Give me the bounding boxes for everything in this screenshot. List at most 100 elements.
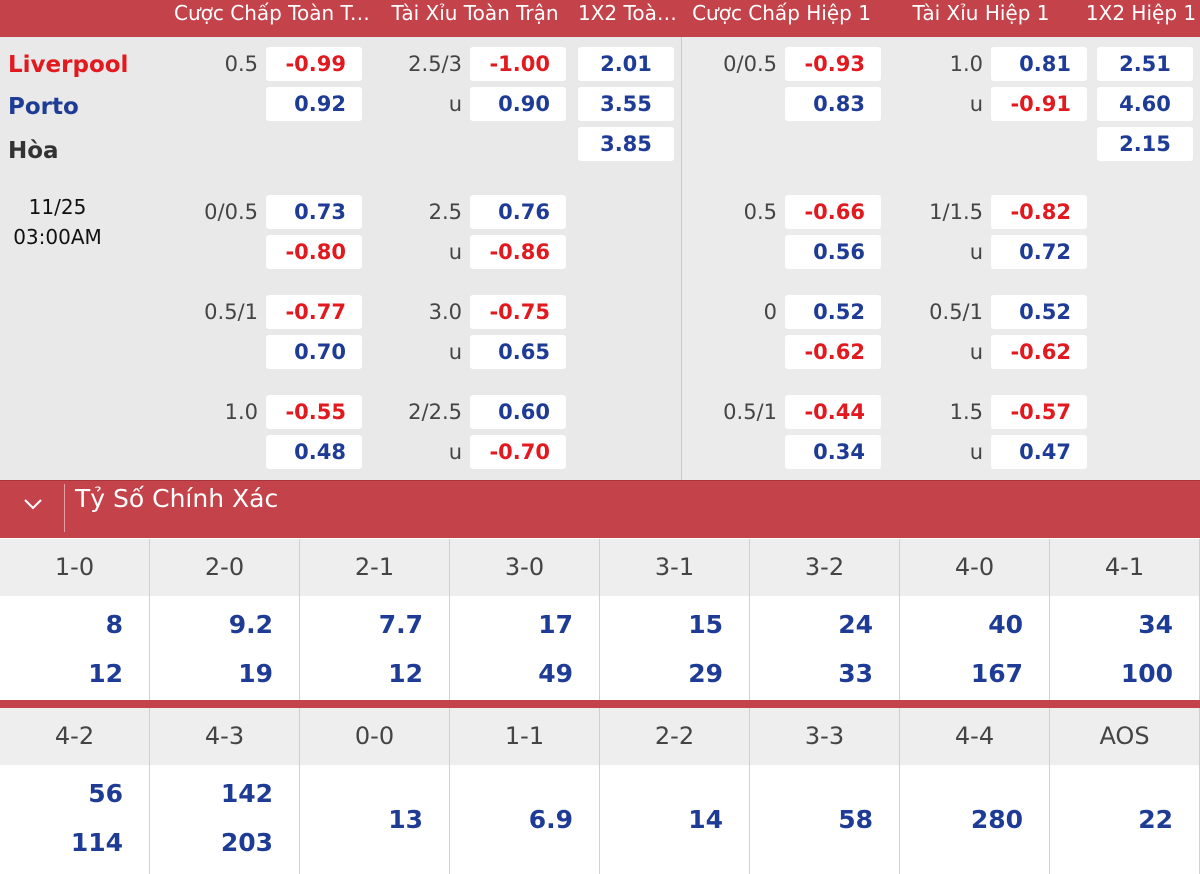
ou_full-under-odds-1[interactable]: -0.86 (470, 235, 566, 269)
score-odds-away[interactable]: 167 (970, 659, 1023, 688)
score-odds-away[interactable]: 49 (538, 659, 573, 688)
score-cell-row1-4[interactable]: 15 29 (600, 596, 750, 700)
ou_half-line-0: 1.0 (949, 52, 983, 76)
score-odds-away[interactable]: 12 (388, 659, 423, 688)
score-cell-row2-4[interactable]: 14 (600, 765, 750, 874)
score-cell-row1-2[interactable]: 7.7 12 (300, 596, 450, 700)
ah_half-away-odds-3[interactable]: 0.34 (785, 435, 881, 469)
score-header-row1-6: 4-0 (900, 539, 1050, 596)
score-odds-home[interactable]: 17 (538, 610, 573, 639)
ah_full-home-odds-2[interactable]: -0.77 (266, 295, 362, 329)
row-separator (0, 700, 1200, 708)
score-cell-row2-6[interactable]: 280 (900, 765, 1050, 874)
score-odds[interactable]: 14 (688, 804, 723, 834)
x12-half-home-odds[interactable]: 2.51 (1097, 47, 1193, 81)
ah_half-home-odds-1[interactable]: -0.66 (785, 195, 881, 229)
score-odds[interactable]: 58 (838, 804, 873, 834)
score-cell-row2-0[interactable]: 56 114 (0, 765, 150, 874)
ou_half-over-odds-0[interactable]: 0.81 (991, 47, 1087, 81)
score-odds-home[interactable]: 24 (838, 610, 873, 639)
ou_half-under-label-0: u (969, 92, 983, 116)
ou_half-line-1: 1/1.5 (929, 200, 983, 224)
score-odds-away[interactable]: 33 (838, 659, 873, 688)
score-cell-row1-5[interactable]: 24 33 (750, 596, 900, 700)
header-1x2-half: 1X2 Hiệp 1 (1085, 1, 1197, 25)
score-cell-row1-6[interactable]: 40 167 (900, 596, 1050, 700)
ou_full-over-odds-3[interactable]: 0.60 (470, 395, 566, 429)
match-date: 11/25 (28, 195, 87, 219)
score-odds-home[interactable]: 7.7 (378, 610, 423, 639)
ou_full-under-label-1: u (448, 240, 462, 264)
ah_full-away-odds-1[interactable]: -0.80 (266, 235, 362, 269)
score-header-row2-1: 4-3 (150, 708, 300, 765)
score-cell-row2-1[interactable]: 142 203 (150, 765, 300, 874)
score-cell-row1-3[interactable]: 17 49 (450, 596, 600, 700)
ah_full-line-1: 0/0.5 (204, 200, 258, 224)
chevron-down-icon[interactable] (18, 494, 48, 514)
ou_full-over-odds-0[interactable]: -1.00 (470, 47, 566, 81)
ou_half-under-odds-2[interactable]: -0.62 (991, 335, 1087, 369)
score-odds[interactable]: 6.9 (528, 804, 573, 834)
score-odds-home[interactable]: 40 (988, 610, 1023, 639)
x12-full-draw-odds[interactable]: 3.85 (578, 127, 674, 161)
score-odds[interactable]: 22 (1138, 804, 1173, 834)
score-header-row2-7: AOS (1050, 708, 1200, 765)
x12-full-away-odds[interactable]: 3.55 (578, 87, 674, 121)
score-odds-home[interactable]: 56 (88, 779, 123, 808)
ah_half-home-odds-3[interactable]: -0.44 (785, 395, 881, 429)
ah_half-away-odds-2[interactable]: -0.62 (785, 335, 881, 369)
ah_full-away-odds-3[interactable]: 0.48 (266, 435, 362, 469)
ah_full-away-odds-2[interactable]: 0.70 (266, 335, 362, 369)
x12-full-home-odds[interactable]: 2.01 (578, 47, 674, 81)
ou_full-over-odds-1[interactable]: 0.76 (470, 195, 566, 229)
score-odds[interactable]: 13 (388, 804, 423, 834)
score-header-row1-5: 3-2 (750, 539, 900, 596)
score-header-row1-3: 3-0 (450, 539, 600, 596)
score-odds-away[interactable]: 203 (220, 828, 273, 857)
x12-half-draw-odds[interactable]: 2.15 (1097, 127, 1193, 161)
score-odds-away[interactable]: 29 (688, 659, 723, 688)
score-odds-away[interactable]: 12 (88, 659, 123, 688)
ou_half-over-odds-2[interactable]: 0.52 (991, 295, 1087, 329)
ah_full-home-odds-3[interactable]: -0.55 (266, 395, 362, 429)
ah_half-home-odds-0[interactable]: -0.93 (785, 47, 881, 81)
score-odds-home[interactable]: 9.2 (228, 610, 273, 639)
score-odds-away[interactable]: 19 (238, 659, 273, 688)
score-odds[interactable]: 280 (970, 804, 1023, 834)
score-header-row1-7: 4-1 (1050, 539, 1200, 596)
score-cell-row2-3[interactable]: 6.9 (450, 765, 600, 874)
ou_half-over-odds-3[interactable]: -0.57 (991, 395, 1087, 429)
score-odds-home[interactable]: 15 (688, 610, 723, 639)
ou_full-under-odds-0[interactable]: 0.90 (470, 87, 566, 121)
ah_half-away-odds-0[interactable]: 0.83 (785, 87, 881, 121)
ah_full-home-odds-0[interactable]: -0.99 (266, 47, 362, 81)
score-cell-row1-7[interactable]: 34 100 (1050, 596, 1200, 700)
score-odds-away[interactable]: 100 (1120, 659, 1173, 688)
draw-label: Hòa (8, 138, 59, 164)
score-cell-row2-7[interactable]: 22 (1050, 765, 1200, 874)
ou_half-over-odds-1[interactable]: -0.82 (991, 195, 1087, 229)
ah_half-away-odds-1[interactable]: 0.56 (785, 235, 881, 269)
score-odds-home[interactable]: 8 (105, 610, 123, 639)
ah_full-home-odds-1[interactable]: 0.73 (266, 195, 362, 229)
ou_full-under-odds-2[interactable]: 0.65 (470, 335, 566, 369)
score-cell-row1-1[interactable]: 9.2 19 (150, 596, 300, 700)
header-ou-half: Tài Xỉu Hiệp 1 (912, 1, 1050, 25)
ou_half-under-odds-1[interactable]: 0.72 (991, 235, 1087, 269)
score-cell-row2-5[interactable]: 58 (750, 765, 900, 874)
score-header-row2-2: 0-0 (300, 708, 450, 765)
score-cell-row1-0[interactable]: 8 12 (0, 596, 150, 700)
x12-half-away-odds[interactable]: 4.60 (1097, 87, 1193, 121)
ou_full-under-odds-3[interactable]: -0.70 (470, 435, 566, 469)
ah_full-away-odds-0[interactable]: 0.92 (266, 87, 362, 121)
ah_half-home-odds-2[interactable]: 0.52 (785, 295, 881, 329)
correct-score-bar[interactable] (0, 480, 1200, 538)
ou_half-under-odds-3[interactable]: 0.47 (991, 435, 1087, 469)
score-odds-home[interactable]: 34 (1138, 610, 1173, 639)
ou_half-under-odds-0[interactable]: -0.91 (991, 87, 1087, 121)
score-cell-row2-2[interactable]: 13 (300, 765, 450, 874)
ou_full-over-odds-2[interactable]: -0.75 (470, 295, 566, 329)
score-odds-home[interactable]: 142 (220, 779, 273, 808)
score-odds-away[interactable]: 114 (70, 828, 123, 857)
ou_full-line-1: 2.5 (428, 200, 462, 224)
